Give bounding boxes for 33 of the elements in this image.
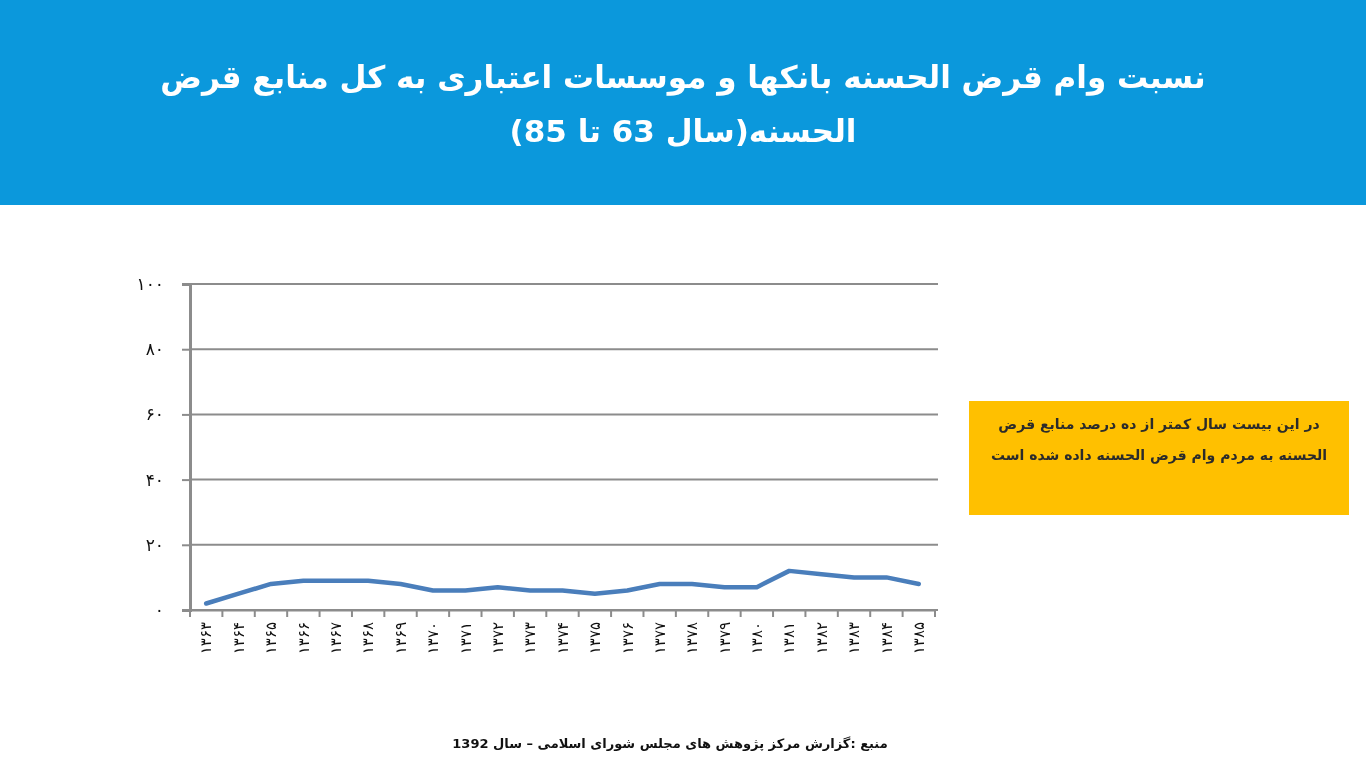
x-tick-label: ۱۳۶۶	[294, 622, 313, 655]
x-tick-label: ۱۳۸۴	[877, 622, 896, 655]
x-tick-label: ۱۳۸۳	[845, 622, 864, 655]
x-tick-label: ۱۳۸۱	[780, 622, 799, 655]
x-tick-label: ۱۳۷۴	[553, 622, 572, 655]
x-tick-label: ۱۳۸۲	[812, 622, 831, 655]
line-series	[203, 568, 922, 606]
x-tick-label: ۱۳۷۸	[683, 622, 702, 655]
x-tick-label: ۱۳۶۵	[262, 622, 281, 655]
x-tick-label: ۱۳۷۲	[488, 622, 507, 655]
text: در این بیست سال کمتر از ده درصد منابع قرض الحسنه به مردم وام قرض الحسنه داده شده است	[989, 415, 1329, 466]
y-tick-label: ۲۰	[145, 534, 164, 555]
y-tick-label: ۰	[154, 599, 164, 620]
y-tick-label: ۱۰۰	[136, 273, 164, 294]
x-tick-label: ۱۳۷۰	[424, 622, 443, 655]
x-tick-label: ۱۳۷۵	[586, 622, 605, 655]
y-tick-label: ۶۰	[145, 404, 164, 425]
x-tick-label: ۱۳۷۶	[618, 622, 637, 655]
x-tick-label: ۱۳۶۷	[327, 622, 346, 655]
y-tick-label: ۸۰	[145, 339, 164, 360]
x-tick-label: ۱۳۶۳	[197, 622, 216, 655]
text: منبع :گزارش مرکز پژوهش های مجلس شورای اسلامی – سال 1392	[451, 736, 889, 751]
x-tick-label: ۱۳۷۹	[715, 622, 734, 655]
x-tick-label: ۱۳۶۸	[359, 622, 378, 655]
x-tick-label: ۱۳۸۰	[748, 622, 767, 655]
x-tick-label: ۱۳۷۳	[521, 622, 540, 655]
x-tick-label: ۱۳۷۷	[650, 622, 669, 655]
chart-title: نسبت وام قرض الحسنه بانکها و موسسات اعتباری به کل منابع قرض الحسنه(سال 63 تا 85)	[159, 58, 1207, 151]
y-tick-label: ۴۰	[145, 469, 164, 490]
x-tick-label: ۱۳۸۵	[910, 622, 929, 655]
x-tick-label: ۱۳۶۴	[229, 622, 248, 655]
x-tick-label: ۱۳۷۱	[456, 622, 475, 655]
x-tick-label: ۱۳۶۹	[391, 622, 410, 655]
